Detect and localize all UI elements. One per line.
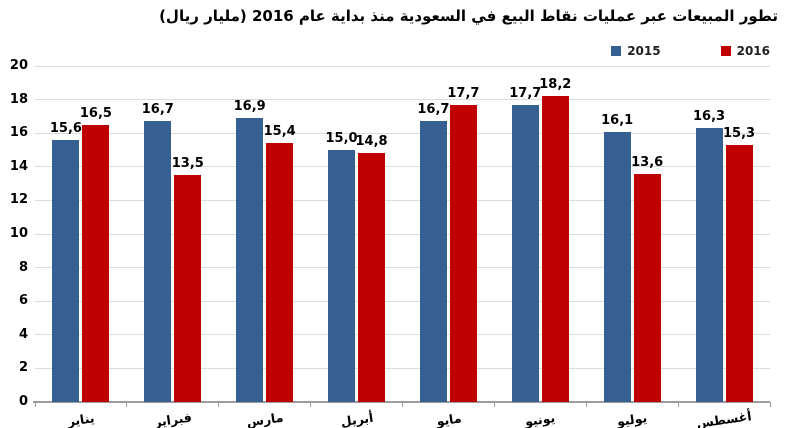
x-tick-mark: [677, 402, 679, 407]
x-tick-mark: [769, 402, 771, 407]
value-label-2015-4: 16,7: [417, 102, 450, 118]
value-label-2016-2: 15,4: [263, 124, 296, 140]
y-axis: 0 2 4 6 8 10 12 14 16 18 20: [0, 58, 30, 409]
legend-label-2016: 2016: [736, 44, 770, 58]
value-label-2015-3: 15,0: [325, 131, 358, 146]
chart-title: تطور المبيعات عبر عمليات نقاط البيع في ا…: [159, 7, 778, 25]
value-label-2016-3: 14,8: [355, 134, 388, 150]
legend: 2015 2016: [611, 44, 770, 58]
x-axis-label-5: يونيو: [524, 409, 557, 428]
bar-2016-1: [174, 175, 202, 402]
bar-2016-3: [358, 153, 386, 402]
plot-area: 15,6 16,5 يناير 16,7 13,5 فبراير 16,9 15,4 مارس 1…: [33, 65, 771, 428]
y-axis-label-14: 14: [9, 158, 28, 174]
x-tick-mark: [493, 402, 495, 407]
x-axis-label-6: يوليو: [616, 409, 649, 428]
bar-2016-5: [541, 96, 569, 402]
gridline-10: [35, 233, 770, 235]
x-axis-label-3: أبريل: [339, 409, 374, 428]
x-tick-mark: [402, 402, 403, 407]
legend-label-2015: 2015: [627, 44, 661, 58]
gridline-8: [35, 267, 770, 269]
bar-2016-6: [633, 173, 661, 402]
y-axis-label-20: 20: [9, 58, 28, 73]
x-tick-mark: [126, 402, 128, 407]
gridline-14: [35, 166, 770, 168]
x-tick-mark: [34, 402, 36, 407]
legend-item-2016: 2016: [720, 44, 770, 58]
bar-2015-5: [511, 104, 539, 402]
gridline-18: [35, 99, 770, 101]
x-axis-label-4: مايو: [435, 410, 462, 428]
y-axis-label-2: 2: [18, 360, 28, 376]
bar-2015-1: [144, 121, 172, 402]
gridline-20: [35, 65, 770, 67]
y-axis-label-4: 4: [18, 326, 28, 342]
bar-2016-0: [82, 124, 110, 402]
gridline-4: [35, 334, 770, 336]
y-axis-label-6: 6: [18, 293, 28, 309]
bar-2015-7: [695, 128, 723, 402]
legend-swatch-2015: [611, 46, 622, 56]
value-label-2016-4: 17,7: [447, 85, 480, 101]
value-label-2015-0: 15,6: [49, 120, 82, 136]
gridline-6: [35, 300, 770, 302]
bar-2015-0: [52, 139, 80, 402]
y-axis-label-18: 18: [9, 91, 28, 107]
bar-2015-3: [328, 150, 356, 402]
value-label-2015-5: 17,7: [509, 85, 542, 101]
x-tick-mark: [585, 402, 587, 407]
y-axis-label-12: 12: [9, 192, 28, 208]
x-axis-label-0: يناير: [66, 410, 96, 428]
value-label-2016-7: 15,3: [723, 125, 756, 141]
y-axis-label-0: 0: [18, 394, 28, 409]
bar-2016-2: [266, 143, 294, 402]
x-axis-label-2: مارس: [245, 409, 284, 428]
value-label-2016-6: 13,6: [631, 154, 664, 170]
x-tick-mark: [218, 402, 220, 407]
gridline-2: [35, 367, 770, 369]
legend-swatch-2016: [720, 46, 731, 56]
x-axis-label-7: أغسطس: [695, 408, 753, 428]
value-label-2016-1: 13,5: [171, 156, 204, 172]
y-axis-label-16: 16: [9, 125, 28, 141]
x-axis-label-1: فبراير: [153, 409, 193, 428]
x-tick-mark: [310, 402, 312, 407]
legend-item-2015: 2015: [611, 44, 661, 58]
value-label-2015-7: 16,3: [693, 109, 726, 125]
bar-2016-4: [449, 104, 477, 402]
bar-2015-6: [603, 131, 631, 402]
bar-2016-7: [725, 144, 753, 402]
gridline-16: [35, 132, 770, 134]
value-label-2015-6: 16,1: [601, 112, 634, 128]
value-label-2015-2: 16,9: [233, 99, 266, 115]
value-label-2016-5: 18,2: [539, 77, 572, 93]
y-axis-label-8: 8: [18, 259, 28, 275]
value-label-2016-0: 16,5: [79, 105, 112, 121]
gridline-12: [35, 199, 770, 201]
x-axis-line: [33, 401, 770, 403]
value-label-2015-1: 16,7: [141, 102, 174, 118]
bar-2015-4: [419, 121, 447, 402]
y-axis-label-10: 10: [9, 226, 28, 241]
bar-2015-2: [236, 118, 264, 402]
